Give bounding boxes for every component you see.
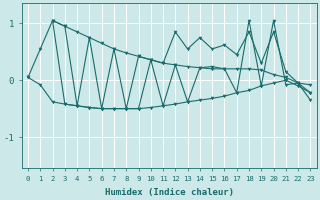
X-axis label: Humidex (Indice chaleur): Humidex (Indice chaleur) [105,188,234,197]
